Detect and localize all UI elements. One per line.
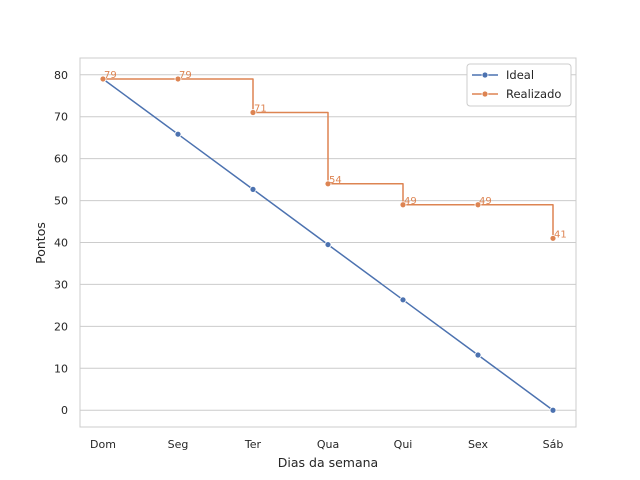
- data-label-realizado: 49: [404, 196, 417, 207]
- x-tick-label: Dom: [90, 438, 116, 451]
- x-tick-label: Seg: [168, 438, 189, 451]
- point-realizado: [174, 75, 182, 83]
- y-tick-label: 50: [54, 195, 68, 208]
- tick-labels: 0 10 20 30 40 50 60 70 80 Dom Seg Ter Qua Qui Sex Sáb: [54, 69, 563, 451]
- data-label-realizado: 54: [329, 175, 342, 186]
- point-realizado: [99, 75, 107, 83]
- data-label-realizado: 79: [179, 70, 192, 81]
- data-label-realizado: 41: [554, 229, 567, 240]
- data-label-realizado: 79: [104, 70, 117, 81]
- legend-label-ideal: Ideal: [506, 68, 534, 82]
- point-ideal: [549, 406, 557, 414]
- point-realizado: [399, 201, 407, 209]
- y-tick-label: 10: [54, 362, 68, 375]
- point-realizado: [549, 234, 557, 242]
- point-ideal: [399, 296, 407, 304]
- point-realizado: [474, 201, 482, 209]
- series-layer: [99, 75, 557, 414]
- legend-marker-ideal: [481, 71, 489, 79]
- data-labels: 79 79 71 54 49 49 41: [104, 70, 567, 240]
- plot-area: [79, 57, 577, 428]
- legend-label-realizado: Realizado: [506, 87, 561, 101]
- y-tick-label: 40: [54, 237, 68, 250]
- point-realizado: [249, 109, 257, 116]
- x-tick-label: Qua: [317, 438, 339, 451]
- y-tick-label: 70: [54, 111, 68, 124]
- x-tick-label: Sáb: [543, 438, 564, 451]
- x-tick-label: Sex: [468, 438, 489, 451]
- x-tick-label: Ter: [244, 438, 262, 451]
- point-ideal: [249, 185, 257, 193]
- legend: Ideal Realizado: [466, 63, 572, 107]
- point-ideal: [324, 241, 332, 248]
- x-axis-title: Dias da semana: [278, 455, 378, 470]
- legend-marker-realizado: [481, 90, 489, 98]
- y-tick-label: 30: [54, 278, 68, 291]
- y-tick-label: 20: [54, 320, 68, 333]
- point-realizado: [324, 180, 332, 188]
- point-ideal: [174, 130, 182, 138]
- x-tick-label: Qui: [394, 438, 413, 451]
- data-label-realizado: 71: [254, 104, 267, 115]
- y-axis-title: Pontos: [33, 222, 48, 264]
- point-ideal: [474, 351, 482, 359]
- y-tick-label: 60: [54, 153, 68, 166]
- y-tick-label: 80: [54, 69, 68, 82]
- gridlines: [80, 74, 576, 411]
- y-tick-label: 0: [61, 404, 68, 417]
- data-label-realizado: 49: [479, 196, 492, 207]
